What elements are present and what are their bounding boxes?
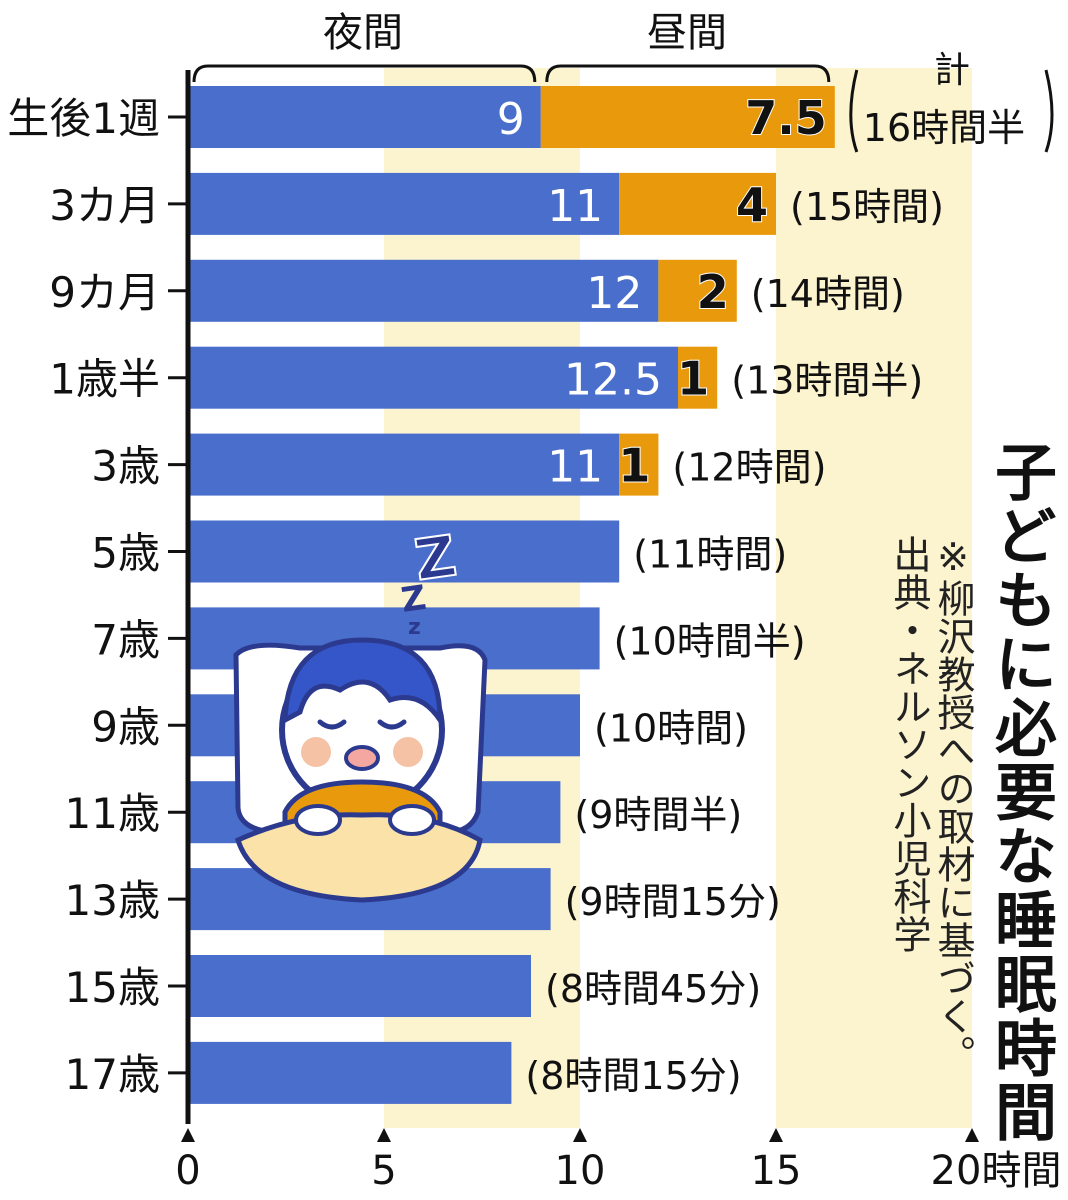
day-value-label: 4 [736, 178, 768, 232]
day-bar [658, 259, 737, 322]
zz-small-icon: Z [399, 578, 429, 621]
night-bar [188, 433, 620, 496]
night-group-label: 夜間 [323, 10, 403, 56]
total-label: (8時間15分) [525, 1054, 741, 1098]
day-value-label: 2 [697, 265, 729, 319]
x-tick-marker [181, 1128, 195, 1142]
category-label: 1歳半 [49, 355, 160, 404]
cheek-right-icon [393, 737, 423, 767]
total-label: (8時間45分) [545, 967, 761, 1011]
category-label: 15歳 [65, 963, 160, 1012]
night-value-label: 12 [586, 268, 642, 319]
chart-note: ※柳沢教授への取材に基づく。 出典・ネルソン小児科学 [885, 535, 975, 1073]
total-paren-right [1044, 69, 1054, 153]
night-bar [188, 520, 620, 583]
x-tick-label: 0 [175, 1148, 200, 1194]
day-value-label: 1 [677, 352, 709, 406]
night-bar [188, 259, 659, 322]
day-value-label: 7.5 [745, 91, 827, 145]
category-label: 3歳 [91, 442, 160, 491]
zzz-icon: Z [411, 524, 460, 594]
note-line-1: ※柳沢教授への取材に基づく。 [931, 535, 975, 1073]
day-bracket [545, 64, 831, 83]
closed-eye-left-icon [317, 719, 347, 730]
total-paren-left [849, 69, 859, 153]
night-bar [188, 172, 620, 235]
night-value-label: 9 [497, 94, 525, 145]
night-value-label: 11 [547, 181, 603, 232]
category-label: 7歳 [91, 615, 160, 664]
total-label: (10時間) [594, 706, 748, 750]
cheek-left-icon [301, 737, 331, 767]
total-label: (13時間半) [731, 359, 923, 403]
total-label: (14時間) [751, 272, 905, 316]
night-bar [188, 86, 541, 148]
x-tick-marker [769, 1128, 783, 1142]
total-label: (10時間半) [614, 619, 806, 663]
category-label: 生後1週 [7, 94, 160, 143]
x-tick-label: 15 [751, 1148, 802, 1194]
band-0 [384, 68, 580, 1128]
night-value-label: 11 [547, 442, 603, 493]
day-group-label: 昼間 [647, 10, 727, 56]
sleeping-child-illustration: Z Z z [233, 523, 488, 903]
day-bar [678, 346, 718, 409]
category-label: 9歳 [91, 702, 160, 751]
total-label: (9時間半) [574, 793, 742, 837]
x-tick-marker [965, 1128, 979, 1142]
category-label: 13歳 [65, 876, 160, 925]
mouth-icon [344, 745, 380, 771]
night-value-label: 12.5 [564, 355, 662, 406]
day-bar [540, 86, 835, 148]
x-tick-label: 20時間 [931, 1148, 1062, 1194]
total-label: (15時間) [790, 185, 944, 229]
total-label: (12時間) [672, 446, 826, 490]
total-label: (11時間) [633, 533, 787, 577]
x-tick-label: 5 [371, 1148, 396, 1194]
labels: 生後1週 9 7.5 計 16時間半 3カ月 11 4 (15時間) 9カ月 12 2 (14時間) 1歳… [7, 50, 1054, 1099]
day-bar [619, 172, 776, 235]
category-label: 3カ月 [49, 181, 160, 230]
chart-title: 子どもに必要な睡眠時間 [984, 440, 1057, 1144]
z-tiny-icon: z [408, 615, 421, 640]
note-line-2: 出典・ネルソン小児科学 [887, 535, 931, 953]
day-bar [619, 433, 659, 496]
total-label: 16時間半 [863, 106, 1025, 150]
category-label: 17歳 [65, 1050, 160, 1099]
x-tick-marker [377, 1128, 391, 1142]
night-bracket [192, 64, 537, 83]
background-bands [384, 68, 972, 1128]
night-bar [188, 346, 678, 409]
night-bar [188, 1041, 512, 1104]
closed-eye-right-icon [377, 719, 407, 730]
x-axis: 0 5 10 15 20時間 [175, 70, 1061, 1194]
group-brackets [192, 64, 831, 83]
category-label: 9カ月 [49, 268, 160, 317]
x-tick-marker [573, 1128, 587, 1142]
hand-right-icon [388, 804, 436, 836]
day-value-label: 1 [618, 439, 650, 493]
category-label: 11歳 [65, 789, 160, 838]
band-1 [776, 68, 972, 1128]
hand-left-icon [294, 804, 342, 836]
x-tick-label: 10 [555, 1148, 606, 1194]
total-prefix-label: 計 [934, 50, 970, 91]
night-bar [188, 955, 531, 1017]
total-label: (9時間15分) [565, 880, 781, 924]
category-label: 5歳 [91, 529, 160, 578]
hair-icon [282, 637, 443, 729]
